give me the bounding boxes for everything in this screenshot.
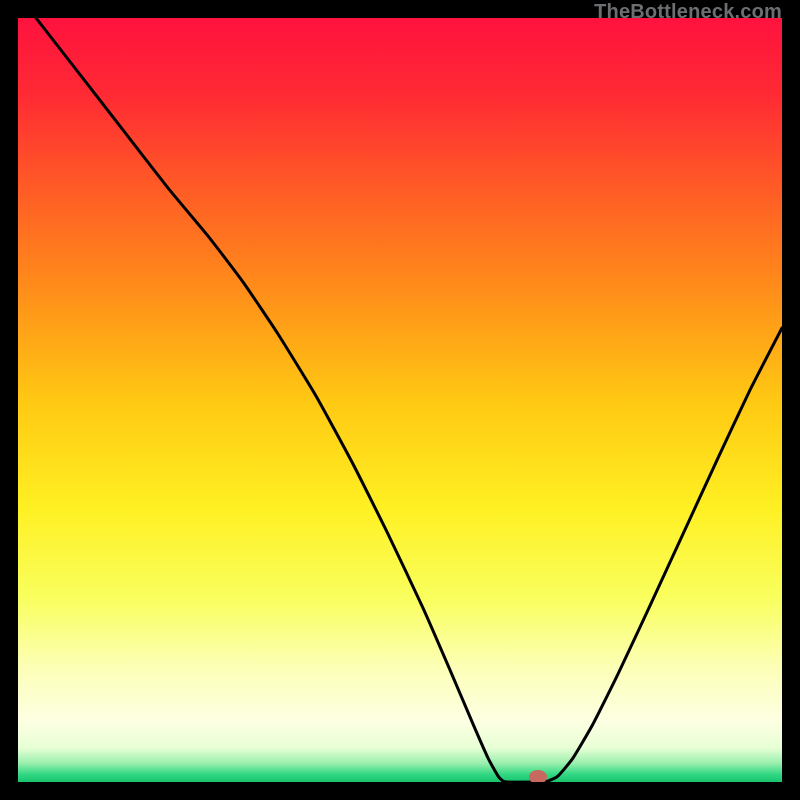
plot-svg [18,18,782,782]
plot-area [18,18,782,782]
chart-canvas: TheBottleneck.com [0,0,800,800]
gradient-background [18,18,782,782]
watermark-text: TheBottleneck.com [594,1,782,24]
